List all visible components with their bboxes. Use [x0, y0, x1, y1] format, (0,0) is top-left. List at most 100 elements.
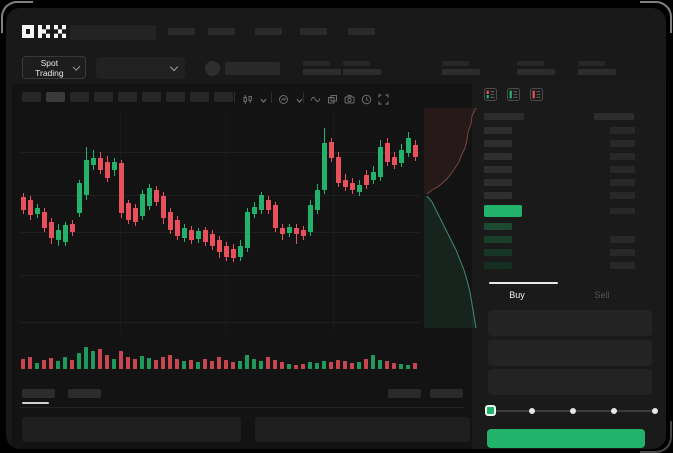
candlestick-chart[interactable]	[20, 112, 420, 332]
candle-body	[385, 143, 390, 162]
candle-body	[42, 212, 47, 228]
bottom-active-tab-underline	[22, 402, 49, 404]
ask-row[interactable]	[482, 190, 640, 202]
timeframe-slot[interactable]	[214, 92, 233, 102]
candle-body	[364, 175, 369, 185]
volume-bar	[42, 360, 46, 369]
timeframe-slot[interactable]	[166, 92, 185, 102]
market-type-selector[interactable]: Spot Trading	[22, 56, 86, 79]
ask-row[interactable]	[482, 164, 640, 176]
ask-row[interactable]	[482, 125, 640, 137]
bottom-tab-placeholder[interactable]	[22, 389, 55, 398]
bid-price-placeholder	[484, 249, 512, 256]
okx-logo[interactable]	[22, 24, 66, 39]
bottom-tab-placeholder[interactable]	[68, 389, 101, 398]
layers-icon[interactable]	[327, 92, 339, 104]
volume-bar	[28, 357, 32, 369]
candle-body	[182, 228, 187, 238]
book-bids-icon[interactable]	[507, 88, 520, 101]
timeframe-slot[interactable]	[46, 92, 65, 102]
pair-selector-dropdown[interactable]	[96, 57, 185, 79]
candles-icon[interactable]	[242, 92, 254, 104]
bid-row[interactable]	[482, 260, 640, 272]
volume-bar	[35, 363, 39, 369]
coin-avatar	[205, 61, 220, 76]
slider-stop-dot[interactable]	[652, 408, 658, 414]
stat-value-placeholder	[517, 69, 555, 75]
volume-bar	[287, 364, 291, 369]
active-tab-indicator	[489, 282, 558, 284]
timeframe-slot[interactable]	[70, 92, 89, 102]
order-input-placeholder[interactable]	[488, 310, 652, 336]
volume-bar	[343, 361, 347, 369]
book-asks-icon[interactable]	[530, 88, 543, 101]
timeframe-slot[interactable]	[22, 92, 41, 102]
slider-stop-dot[interactable]	[570, 408, 576, 414]
volume-bar	[371, 355, 375, 369]
nav-item-placeholder[interactable]	[208, 28, 235, 35]
stat-value-placeholder	[343, 69, 381, 75]
wave-icon[interactable]	[310, 92, 322, 103]
bid-row[interactable]	[482, 234, 640, 246]
bid-price-placeholder	[484, 262, 512, 269]
stat-label-placeholder	[578, 61, 605, 66]
candle-body	[399, 150, 404, 163]
nav-item-placeholder[interactable]	[348, 28, 375, 35]
ask-amount-placeholder	[610, 192, 635, 199]
nav-item-placeholder[interactable]	[255, 28, 282, 35]
nav-item-placeholder[interactable]	[300, 28, 327, 35]
clock-icon[interactable]	[361, 92, 373, 105]
volume-bar	[406, 365, 410, 369]
volume-bar	[140, 356, 144, 369]
slider-stop-dot[interactable]	[611, 408, 617, 414]
buy-submit-button[interactable]	[487, 429, 645, 448]
bid-amount-placeholder	[610, 236, 635, 243]
chevron-down-icon[interactable]	[259, 92, 271, 103]
bid-row[interactable]	[482, 221, 640, 233]
bid-row[interactable]	[482, 247, 640, 259]
indicators-icon[interactable]	[278, 92, 290, 104]
amount-slider-handle[interactable]	[485, 405, 496, 416]
ask-amount-placeholder	[610, 153, 635, 160]
volume-bar	[91, 351, 95, 369]
timeframe-slot[interactable]	[142, 92, 161, 102]
order-input-placeholder[interactable]	[488, 369, 652, 395]
ask-row[interactable]	[482, 151, 640, 163]
tab-buy[interactable]: Buy	[509, 290, 525, 300]
book-both-icon[interactable]	[484, 88, 497, 101]
ask-row[interactable]	[482, 138, 640, 150]
volume-bar	[147, 358, 151, 369]
stat-label-placeholder	[343, 61, 370, 66]
candle-body	[28, 200, 33, 215]
nav-item-placeholder[interactable]	[168, 28, 195, 35]
fullscreen-icon[interactable]	[378, 92, 390, 105]
camera-icon[interactable]	[344, 92, 356, 104]
volume-bar	[175, 359, 179, 369]
bottom-action-placeholder[interactable]	[430, 389, 463, 398]
bottom-panel-left	[22, 417, 241, 442]
candle-body	[133, 208, 138, 222]
chevron-down-icon[interactable]	[295, 92, 307, 103]
bottom-action-placeholder[interactable]	[388, 389, 421, 398]
timeframe-slot[interactable]	[94, 92, 113, 102]
order-input-placeholder[interactable]	[488, 340, 652, 366]
timeframe-slot[interactable]	[118, 92, 137, 102]
tab-sell[interactable]: Sell	[594, 290, 610, 300]
candle-body	[259, 195, 264, 210]
slider-stop-dot[interactable]	[529, 408, 535, 414]
candle-body	[217, 240, 222, 252]
last-price-bar[interactable]	[484, 205, 522, 217]
toolbar-divider	[271, 92, 272, 103]
volume-histogram	[20, 336, 420, 369]
volume-bar	[105, 355, 109, 369]
candle-body	[175, 220, 180, 236]
candle-body	[294, 228, 299, 234]
ask-row[interactable]	[482, 177, 640, 189]
timeframe-slot[interactable]	[190, 92, 209, 102]
toolbar-divider	[303, 92, 304, 103]
volume-bar	[203, 359, 207, 369]
gridline-v	[333, 112, 334, 332]
volume-bar	[231, 362, 235, 369]
search-bar-placeholder[interactable]	[70, 25, 156, 40]
candle-body	[84, 160, 89, 195]
